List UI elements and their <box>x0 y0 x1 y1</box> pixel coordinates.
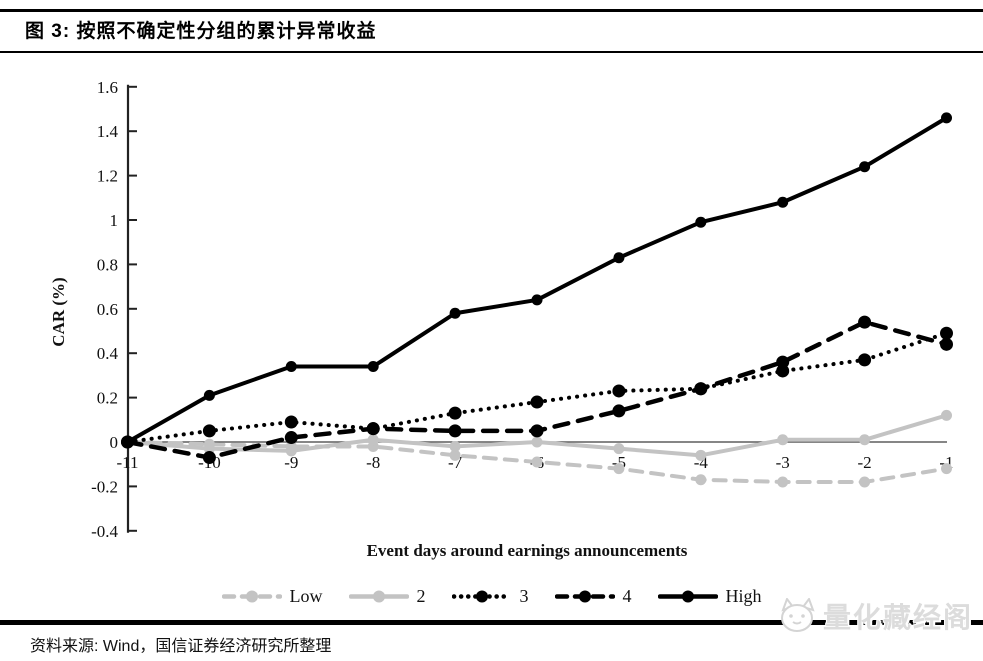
data-point-4 <box>448 424 462 438</box>
data-point-low <box>449 449 461 461</box>
data-point-2 <box>285 445 297 457</box>
data-point-4 <box>366 422 380 436</box>
y-tick-label: 0.6 <box>97 300 118 319</box>
x-axis-title: Event days around earnings announcements <box>367 541 688 560</box>
data-point-high <box>449 307 461 319</box>
car-line-chart: 1.61.41.210.80.60.40.20-0.2-0.4 -11-10-9… <box>49 78 954 560</box>
data-point-2 <box>367 434 379 446</box>
data-point-3 <box>202 424 216 438</box>
data-point-high <box>613 252 625 264</box>
chart-axes: 1.6 1.4 1.2 1 0.8 0.6 0.4 0.2 0 -0.2 -0.4 <box>91 78 947 541</box>
data-point-high <box>777 196 789 208</box>
x-tick-label: -3 <box>776 453 790 472</box>
legend-item-2: 2 <box>348 586 426 607</box>
data-point-4 <box>530 424 544 438</box>
top-rule <box>0 9 983 12</box>
x-tick-label: -2 <box>858 453 872 472</box>
y-tick-label: 1.2 <box>97 167 118 186</box>
watermark-text: 量化藏经阁 <box>822 602 973 633</box>
data-point-high <box>941 112 952 124</box>
data-point-high <box>285 361 297 373</box>
watermark-cat-icon <box>780 598 815 632</box>
data-point-low <box>859 476 871 488</box>
data-point-4 <box>940 337 953 351</box>
data-point-4 <box>776 355 790 369</box>
data-point-high <box>531 294 543 306</box>
data-point-2 <box>859 434 871 446</box>
footer-rule <box>0 620 983 625</box>
y-tick-label: -0.4 <box>91 522 118 541</box>
data-point-high <box>203 389 215 401</box>
data-point-2 <box>531 436 543 448</box>
data-point-2 <box>449 440 461 452</box>
y-axis-title: CAR (%) <box>49 277 68 346</box>
data-point-2 <box>777 434 789 446</box>
data-point-low <box>613 463 625 475</box>
legend-swatch-high <box>657 590 718 603</box>
y-tick-label: 1.6 <box>97 78 118 97</box>
legend-label: 2 <box>416 586 426 606</box>
y-tick-label: 1.4 <box>97 122 119 141</box>
data-point-low <box>941 463 952 475</box>
legend-item-high: High <box>657 586 762 607</box>
source-note: 资料来源: Wind，国信证券经济研究所整理 <box>30 638 332 655</box>
figure-title: 图 3: 按照不确定性分组的累计异常收益 <box>25 21 377 42</box>
data-point-low <box>531 456 543 468</box>
y-tick-label: 0.4 <box>97 344 119 363</box>
data-point-2 <box>941 409 952 421</box>
data-point-high <box>122 436 133 448</box>
data-point-4 <box>284 431 298 445</box>
data-point-4 <box>694 382 708 396</box>
title-underline-rule <box>0 51 983 53</box>
data-point-3 <box>612 384 626 398</box>
data-point-4 <box>612 404 626 418</box>
chart-legend: Low 2 3 4 High <box>0 586 983 607</box>
watermark: 量化藏经阁 <box>777 596 973 636</box>
chart-series <box>121 112 953 488</box>
data-point-3 <box>776 364 790 378</box>
legend-swatch-low <box>221 590 282 603</box>
data-point-3 <box>858 353 872 367</box>
series-4 <box>121 315 953 465</box>
data-point-3 <box>940 326 953 340</box>
y-tick-label: -0.2 <box>91 477 118 496</box>
data-point-3 <box>448 406 462 420</box>
x-tick-label: -8 <box>366 453 380 472</box>
legend-swatch-2 <box>348 590 409 603</box>
data-point-high <box>859 161 871 173</box>
legend-item-low: Low <box>221 586 323 607</box>
series-high <box>122 112 952 448</box>
data-point-3 <box>284 415 298 429</box>
data-point-2 <box>203 443 215 455</box>
y-tick-label: 0 <box>110 433 119 452</box>
data-point-2 <box>695 449 707 461</box>
x-tick-label: -9 <box>284 453 298 472</box>
legend-label: High <box>725 586 762 606</box>
legend-item-4: 4 <box>554 586 632 607</box>
data-point-3 <box>530 395 544 409</box>
data-point-2 <box>613 443 625 455</box>
legend-label: Low <box>289 586 323 606</box>
legend-label: 4 <box>622 586 632 606</box>
legend-swatch-4 <box>554 590 615 603</box>
y-tick-label: 0.2 <box>97 389 118 408</box>
data-point-low <box>695 474 707 486</box>
y-tick-label: 1 <box>110 211 119 230</box>
legend-swatch-3 <box>451 590 512 603</box>
legend-label: 3 <box>519 586 529 606</box>
y-tick-label: 0.8 <box>97 255 118 274</box>
data-point-4 <box>202 451 216 465</box>
data-point-4 <box>858 315 872 329</box>
data-point-high <box>367 361 379 373</box>
data-point-low <box>777 476 789 488</box>
data-point-high <box>695 216 707 228</box>
x-tick-label: -11 <box>116 453 138 472</box>
legend-item-3: 3 <box>451 586 529 607</box>
